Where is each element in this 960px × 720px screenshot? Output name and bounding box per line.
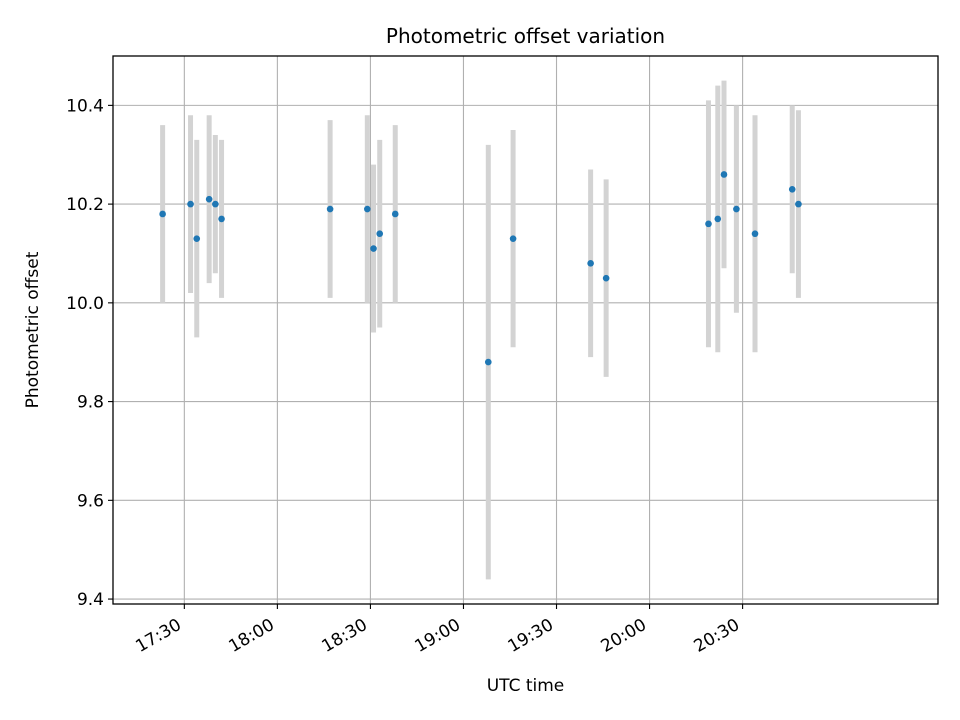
x-axis-label: UTC time	[487, 676, 565, 696]
grid	[113, 56, 938, 604]
y-tick-label: 9.4	[77, 590, 104, 610]
data-point	[484, 358, 492, 366]
y-tick-label: 10.0	[66, 294, 104, 314]
y-tick-label: 10.4	[66, 96, 104, 116]
y-tick-label: 9.6	[77, 491, 104, 511]
data-point	[587, 260, 594, 267]
data-points	[159, 171, 802, 366]
data-point	[376, 230, 384, 238]
data-point	[751, 230, 759, 238]
data-point	[602, 274, 610, 282]
data-point	[714, 215, 722, 223]
data-point	[705, 220, 712, 228]
y-tick-label: 10.2	[66, 195, 104, 215]
data-point	[391, 210, 399, 218]
data-point	[159, 210, 166, 218]
data-point	[218, 215, 225, 223]
data-point	[187, 200, 194, 208]
data-point	[364, 205, 371, 213]
y-tick-label: 9.8	[77, 393, 104, 413]
data-point	[370, 245, 377, 252]
data-point	[326, 205, 334, 213]
data-point	[795, 200, 802, 208]
y-axis-label: Photometric offset	[23, 251, 43, 408]
data-point	[193, 235, 201, 242]
data-point	[733, 205, 740, 213]
data-point	[205, 195, 213, 203]
data-point	[720, 171, 728, 178]
data-point	[509, 235, 517, 242]
chart-title: Photometric offset variation	[386, 24, 665, 48]
plot-frame	[112, 55, 939, 605]
data-point	[212, 200, 219, 208]
data-point	[788, 185, 796, 193]
